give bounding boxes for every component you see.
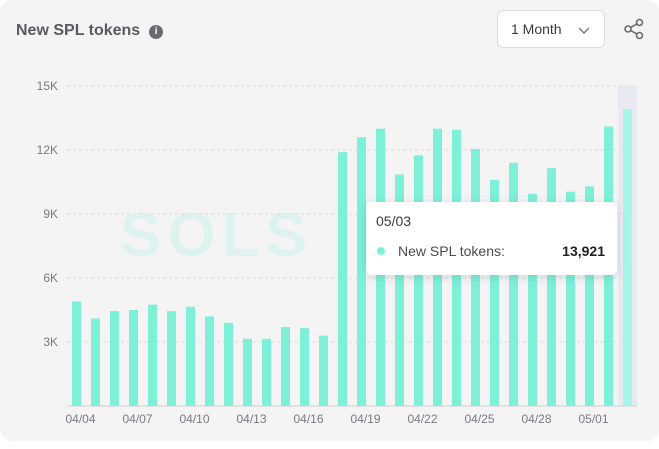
x-tick-label: 04/07 xyxy=(122,412,152,426)
chart-tooltip: 05/03 New SPL tokens: 13,921 xyxy=(366,202,617,275)
bar xyxy=(566,191,575,406)
bar xyxy=(129,310,138,406)
bar xyxy=(205,316,214,406)
tooltip-date: 05/03 xyxy=(376,213,412,229)
y-tick-label: 15K xyxy=(37,79,58,93)
bar xyxy=(338,152,347,406)
x-tick-label: 04/16 xyxy=(293,412,323,426)
x-tick-label: 04/28 xyxy=(521,412,551,426)
x-tick-label: 04/04 xyxy=(65,412,95,426)
bar xyxy=(319,335,328,406)
share-icon[interactable] xyxy=(623,18,645,40)
bar xyxy=(72,301,81,406)
tooltip-series-label: New SPL tokens: xyxy=(398,243,505,259)
bar xyxy=(110,311,119,406)
x-tick-label: 05/01 xyxy=(578,412,608,426)
chevron-down-icon xyxy=(578,27,590,35)
tooltip-series-marker xyxy=(377,247,385,255)
time-range-select[interactable]: 1 Month xyxy=(497,10,605,48)
bar xyxy=(300,328,309,406)
bar xyxy=(148,304,157,406)
x-tick-label: 04/10 xyxy=(179,412,209,426)
bar xyxy=(224,322,233,406)
title-row: New SPL tokens i xyxy=(16,20,164,42)
info-icon[interactable]: i xyxy=(149,24,164,39)
bar xyxy=(167,311,176,406)
x-tick-label: 04/25 xyxy=(464,412,494,426)
bar xyxy=(509,162,518,406)
bar xyxy=(414,155,423,406)
tooltip-value: 13,921 xyxy=(562,243,605,259)
bar xyxy=(528,193,537,406)
bar xyxy=(395,174,404,406)
bar xyxy=(471,148,480,406)
y-tick-label: 3K xyxy=(43,335,58,349)
x-tick-label: 04/13 xyxy=(236,412,266,426)
bar xyxy=(281,327,290,406)
bar xyxy=(490,179,499,406)
bar xyxy=(91,318,100,406)
x-tick-label: 04/22 xyxy=(407,412,437,426)
bar xyxy=(623,109,632,406)
bar xyxy=(547,168,556,406)
bar xyxy=(243,338,252,406)
bar xyxy=(186,306,195,406)
bar xyxy=(585,186,594,406)
y-tick-label: 9K xyxy=(43,207,58,221)
bar xyxy=(262,338,271,406)
chart-title: New SPL tokens xyxy=(16,22,141,39)
bar xyxy=(357,137,366,406)
y-tick-label: 6K xyxy=(43,271,58,285)
time-range-value: 1 Month xyxy=(511,21,562,37)
y-tick-label: 12K xyxy=(37,143,58,157)
x-tick-label: 04/19 xyxy=(350,412,380,426)
